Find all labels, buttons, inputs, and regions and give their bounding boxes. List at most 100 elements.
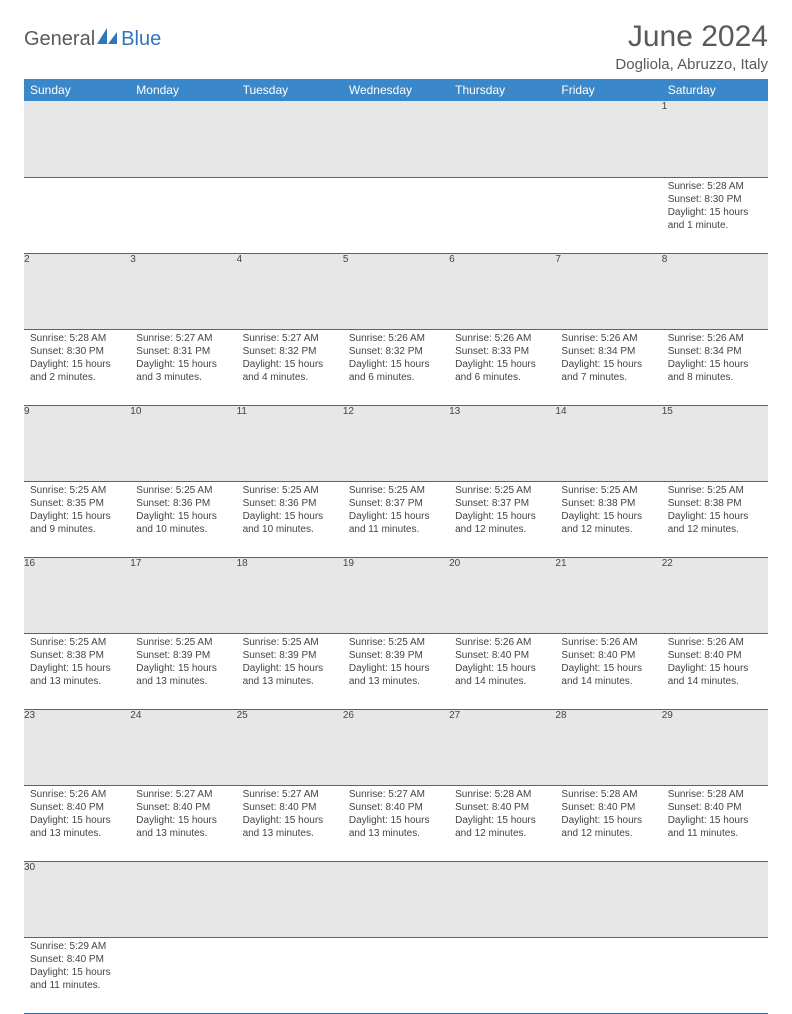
day-cell: Sunrise: 5:28 AMSunset: 8:30 PMDaylight:… (662, 177, 768, 253)
logo-text-blue: Blue (121, 28, 161, 51)
daylight-text: Daylight: 15 hours and 4 minutes. (243, 358, 337, 384)
day-cell (449, 937, 555, 1013)
day-content-row: Sunrise: 5:29 AMSunset: 8:40 PMDaylight:… (24, 937, 768, 1013)
sunset-text: Sunset: 8:36 PM (136, 497, 230, 510)
day-number-cell (555, 101, 661, 177)
day-number-cell: 4 (237, 253, 343, 329)
day-content-row: Sunrise: 5:28 AMSunset: 8:30 PMDaylight:… (24, 177, 768, 253)
sunset-text: Sunset: 8:40 PM (561, 649, 655, 662)
daylight-text: Daylight: 15 hours and 13 minutes. (136, 662, 230, 688)
title-block: June 2024 Dogliola, Abruzzo, Italy (615, 20, 768, 73)
day-cell: Sunrise: 5:26 AMSunset: 8:40 PMDaylight:… (24, 785, 130, 861)
sunset-text: Sunset: 8:30 PM (668, 193, 762, 206)
day-number-cell (449, 101, 555, 177)
day-cell (130, 177, 236, 253)
day-cell: Sunrise: 5:25 AMSunset: 8:37 PMDaylight:… (343, 481, 449, 557)
day-cell: Sunrise: 5:26 AMSunset: 8:34 PMDaylight:… (662, 329, 768, 405)
day-cell (449, 177, 555, 253)
sunset-text: Sunset: 8:36 PM (243, 497, 337, 510)
day-number-cell: 5 (343, 253, 449, 329)
day-cell (555, 177, 661, 253)
daylight-text: Daylight: 15 hours and 11 minutes. (349, 510, 443, 536)
daylight-text: Daylight: 15 hours and 12 minutes. (561, 510, 655, 536)
sunrise-text: Sunrise: 5:28 AM (668, 180, 762, 193)
day-number-cell: 9 (24, 405, 130, 481)
day-number-cell (343, 861, 449, 937)
day-cell: Sunrise: 5:25 AMSunset: 8:36 PMDaylight:… (130, 481, 236, 557)
daylight-text: Daylight: 15 hours and 12 minutes. (455, 510, 549, 536)
day-cell: Sunrise: 5:29 AMSunset: 8:40 PMDaylight:… (24, 937, 130, 1013)
daylight-text: Daylight: 15 hours and 13 minutes. (30, 814, 124, 840)
sunrise-text: Sunrise: 5:26 AM (561, 636, 655, 649)
day-cell: Sunrise: 5:25 AMSunset: 8:38 PMDaylight:… (662, 481, 768, 557)
daylight-text: Daylight: 15 hours and 14 minutes. (668, 662, 762, 688)
daylight-text: Daylight: 15 hours and 13 minutes. (349, 814, 443, 840)
day-cell (343, 177, 449, 253)
calendar-table: Sunday Monday Tuesday Wednesday Thursday… (24, 79, 768, 1014)
day-number-cell: 11 (237, 405, 343, 481)
day-number-cell: 27 (449, 709, 555, 785)
page-title: June 2024 (615, 20, 768, 54)
weekday-header-row: Sunday Monday Tuesday Wednesday Thursday… (24, 79, 768, 101)
sunrise-text: Sunrise: 5:27 AM (136, 332, 230, 345)
day-cell: Sunrise: 5:28 AMSunset: 8:40 PMDaylight:… (555, 785, 661, 861)
day-content-row: Sunrise: 5:25 AM Sunset: 8:35 PM Daylight:… (24, 481, 768, 557)
day-cell: Sunrise: 5:26 AMSunset: 8:32 PMDaylight:… (343, 329, 449, 405)
day-cell: Sunrise: 5:25 AMSunset: 8:39 PMDaylight:… (237, 633, 343, 709)
day-number-cell (24, 101, 130, 177)
day-cell (24, 177, 130, 253)
sunset-text: Sunset: 8:38 PM (561, 497, 655, 510)
sunrise-text: Sunrise: 5:25 AM (349, 484, 443, 497)
day-number-cell: 20 (449, 557, 555, 633)
day-number-cell (449, 861, 555, 937)
daylight-text: Daylight: 15 hours and 13 minutes. (136, 814, 230, 840)
day-number-cell: 29 (662, 709, 768, 785)
sunrise-text: Sunrise: 5:26 AM (561, 332, 655, 345)
day-number-cell: 22 (662, 557, 768, 633)
sunset-text: Sunset: 8:38 PM (30, 649, 124, 662)
sunset-text: Sunset: 8:37 PM (455, 497, 549, 510)
weekday-header: Tuesday (237, 79, 343, 101)
sunrise-text: Sunrise: 5:26 AM (30, 788, 124, 801)
sunset-text: Sunset: 8:40 PM (30, 953, 124, 966)
day-content-row: Sunrise: 5:28 AMSunset: 8:30 PMDaylight:… (24, 329, 768, 405)
sunrise-text: Sunrise: 5:25 AM (455, 484, 549, 497)
day-content-row: Sunrise: 5:26 AMSunset: 8:40 PMDaylight:… (24, 785, 768, 861)
sunset-text: Sunset: 8:40 PM (455, 649, 549, 662)
sunset-text: Sunset: 8:32 PM (349, 345, 443, 358)
daylight-text: Daylight: 15 hours and 8 minutes. (668, 358, 762, 384)
day-cell (130, 937, 236, 1013)
daylight-text: Daylight: 15 hours and 12 minutes. (455, 814, 549, 840)
day-cell: Sunrise: 5:25 AMSunset: 8:38 PMDaylight:… (555, 481, 661, 557)
sunset-text: Sunset: 8:35 PM (30, 497, 124, 510)
sunrise-text: Sunrise: 5:28 AM (455, 788, 549, 801)
day-cell: Sunrise: 5:26 AMSunset: 8:40 PMDaylight:… (449, 633, 555, 709)
day-cell (662, 937, 768, 1013)
weekday-header: Sunday (24, 79, 130, 101)
daylight-text: Daylight: 15 hours and 6 minutes. (349, 358, 443, 384)
sunrise-text: Sunrise: 5:27 AM (243, 332, 337, 345)
sunset-text: Sunset: 8:32 PM (243, 345, 337, 358)
daylight-text: Daylight: 15 hours and 13 minutes. (243, 814, 337, 840)
day-cell: Sunrise: 5:27 AMSunset: 8:40 PMDaylight:… (130, 785, 236, 861)
day-number-cell: 16 (24, 557, 130, 633)
sunrise-text: Sunrise: 5:25 AM (30, 636, 124, 649)
sunset-text: Sunset: 8:40 PM (455, 801, 549, 814)
daynum-row: 16171819202122 (24, 557, 768, 633)
weekday-header: Saturday (662, 79, 768, 101)
daylight-text: Daylight: 15 hours and 14 minutes. (561, 662, 655, 688)
daylight-text: Daylight: 15 hours and 7 minutes. (561, 358, 655, 384)
day-number-cell: 23 (24, 709, 130, 785)
daylight-text: Daylight: 15 hours and 13 minutes. (349, 662, 443, 688)
day-cell: Sunrise: 5:26 AMSunset: 8:34 PMDaylight:… (555, 329, 661, 405)
weekday-header: Wednesday (343, 79, 449, 101)
sunset-text: Sunset: 8:40 PM (136, 801, 230, 814)
sunrise-text: Sunrise: 5:27 AM (349, 788, 443, 801)
daylight-text: Daylight: 15 hours and 12 minutes. (668, 510, 762, 536)
day-number-cell: 21 (555, 557, 661, 633)
daylight-text: Daylight: 15 hours and 3 minutes. (136, 358, 230, 384)
day-number-cell: 8 (662, 253, 768, 329)
day-cell (237, 937, 343, 1013)
daynum-row: 23242526272829 (24, 709, 768, 785)
day-number-cell: 18 (237, 557, 343, 633)
